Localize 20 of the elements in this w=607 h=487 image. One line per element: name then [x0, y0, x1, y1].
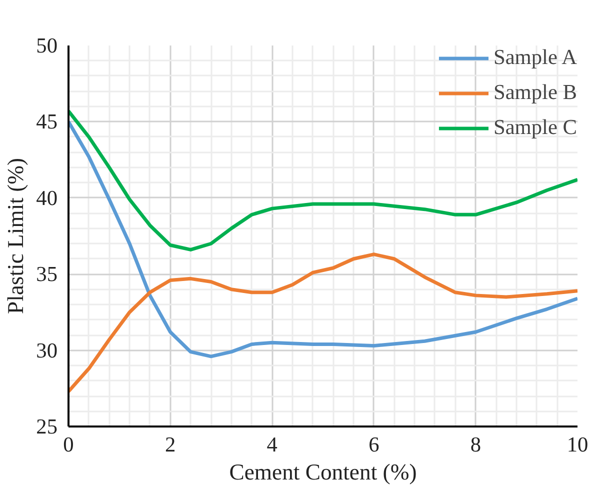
legend-label: Sample A: [493, 45, 577, 70]
x-tick-label: 10: [566, 432, 588, 456]
line-series: [68, 109, 578, 252]
y-tick-label: 50: [36, 34, 58, 58]
x-tick-label: 0: [63, 432, 74, 456]
legend-label: Sample B: [493, 80, 577, 105]
line-series: [68, 252, 578, 394]
legend-label: Sample C: [493, 115, 577, 140]
x-tick-label: 2: [164, 432, 176, 456]
y-tick-label: 25: [36, 414, 58, 438]
x-tick-label: 8: [470, 432, 482, 456]
y-tick-label: 40: [36, 186, 58, 210]
y-tick-label: 45: [36, 110, 58, 134]
x-axis-title: Cement Content (%): [229, 460, 417, 484]
y-axis-title: Plastic Limit (%): [3, 158, 28, 314]
line-series: [68, 120, 578, 358]
y-tick-label: 35: [36, 262, 58, 286]
y-tick-label: 30: [36, 338, 58, 362]
x-tick-label: 6: [368, 432, 380, 456]
x-tick-label: 4: [266, 432, 278, 456]
